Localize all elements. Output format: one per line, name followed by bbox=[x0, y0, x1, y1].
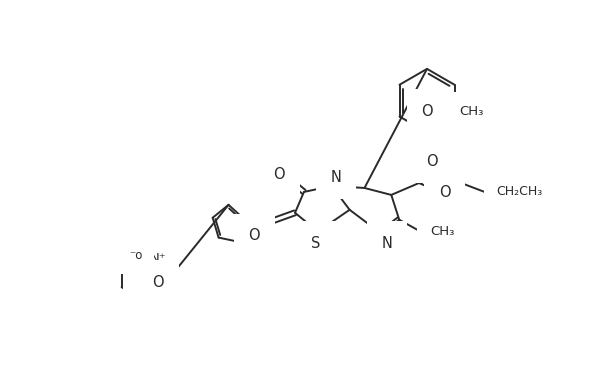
Text: ⁻o: ⁻o bbox=[129, 249, 143, 262]
Text: CH₃: CH₃ bbox=[430, 225, 455, 238]
Text: S: S bbox=[311, 236, 321, 251]
Text: N: N bbox=[330, 170, 341, 185]
Text: O: O bbox=[152, 275, 164, 290]
Text: CH₂CH₃: CH₂CH₃ bbox=[496, 185, 543, 199]
Text: O: O bbox=[421, 104, 433, 119]
Text: Cl: Cl bbox=[136, 286, 149, 299]
Text: N⁺: N⁺ bbox=[149, 252, 166, 265]
Text: O: O bbox=[426, 154, 438, 169]
Text: O: O bbox=[273, 167, 285, 182]
Text: CH₃: CH₃ bbox=[459, 105, 483, 118]
Text: O: O bbox=[439, 185, 450, 200]
Text: O: O bbox=[249, 228, 260, 243]
Text: N: N bbox=[382, 236, 393, 251]
